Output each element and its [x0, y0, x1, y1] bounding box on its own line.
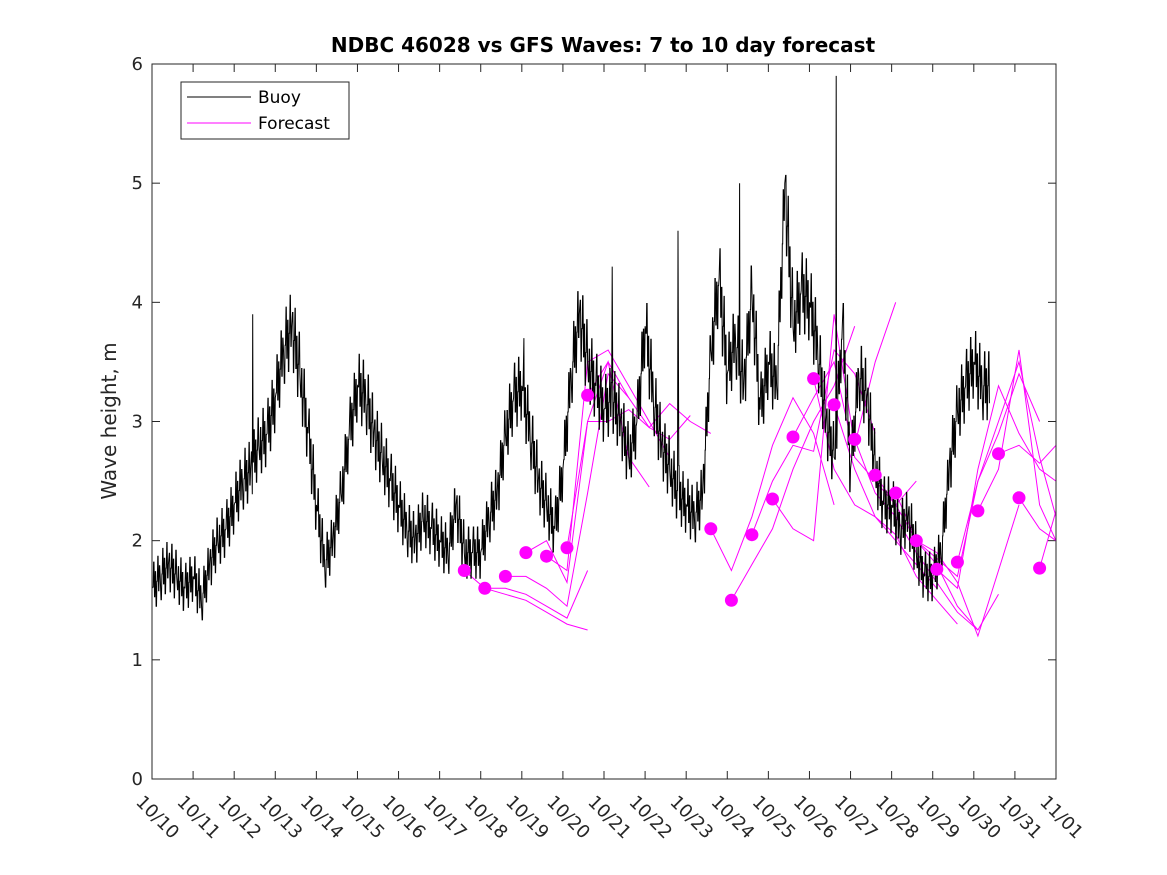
forecast-point — [498, 569, 512, 583]
forecast-point — [1033, 561, 1047, 575]
forecast-point — [848, 432, 862, 446]
forecast-point — [827, 398, 841, 412]
series-layer — [151, 75, 1057, 638]
forecast-line — [587, 360, 712, 434]
forecast-point — [909, 534, 923, 548]
forecast-point — [889, 486, 903, 500]
forecast-point — [704, 522, 718, 536]
forecast-line — [505, 372, 630, 608]
chart-title: NDBC 46028 vs GFS Waves: 7 to 10 day for… — [331, 33, 876, 57]
y-tick-label: 4 — [132, 292, 143, 313]
forecast-line — [936, 384, 1057, 590]
forecast-point — [868, 468, 882, 482]
forecast-point — [1012, 491, 1026, 505]
forecast-line — [1039, 510, 1057, 569]
forecast-point — [786, 430, 800, 444]
forecast-line — [546, 349, 671, 572]
forecast-point — [950, 555, 964, 569]
forecast-point — [971, 504, 985, 518]
forecast-line — [772, 302, 897, 542]
y-tick-label: 1 — [132, 650, 143, 671]
forecast-point — [540, 549, 553, 563]
forecast-point — [992, 447, 1005, 461]
forecast-point — [457, 564, 471, 577]
forecast-line — [998, 444, 1057, 464]
forecast-point — [478, 581, 492, 595]
y-tick-label: 5 — [132, 173, 143, 194]
forecast-line — [1018, 497, 1057, 542]
forecast-line — [956, 360, 1057, 563]
forecast-point — [581, 388, 595, 402]
y-tick-label: 6 — [132, 54, 143, 75]
y-axis-label: Wave height, m — [97, 342, 121, 499]
buoy-line — [151, 75, 990, 621]
y-axis-ticks: 0 1 2 3 4 5 6 — [132, 54, 1056, 790]
y-tick-label: 2 — [132, 531, 143, 552]
forecast-line — [751, 348, 876, 535]
legend-box — [180, 81, 350, 140]
forecast-point — [766, 492, 779, 506]
y-tick-label: 0 — [132, 769, 143, 790]
forecast-point — [930, 562, 944, 576]
forecast-point — [807, 372, 821, 386]
forecast-line — [977, 349, 1057, 541]
legend-label-forecast: Forecast — [258, 114, 330, 134]
axes-box — [151, 63, 1057, 780]
legend-label-buoy: Buoy — [258, 88, 301, 108]
forecast-point — [724, 593, 738, 607]
forecast-line — [484, 570, 589, 619]
y-tick-label: 3 — [132, 412, 143, 433]
forecast-point — [519, 546, 533, 560]
forecast-point — [560, 541, 574, 555]
forecast-point — [745, 528, 759, 542]
forecast-line — [730, 326, 856, 601]
forecast-line — [710, 396, 835, 572]
legend: Buoy Forecast — [180, 81, 350, 140]
